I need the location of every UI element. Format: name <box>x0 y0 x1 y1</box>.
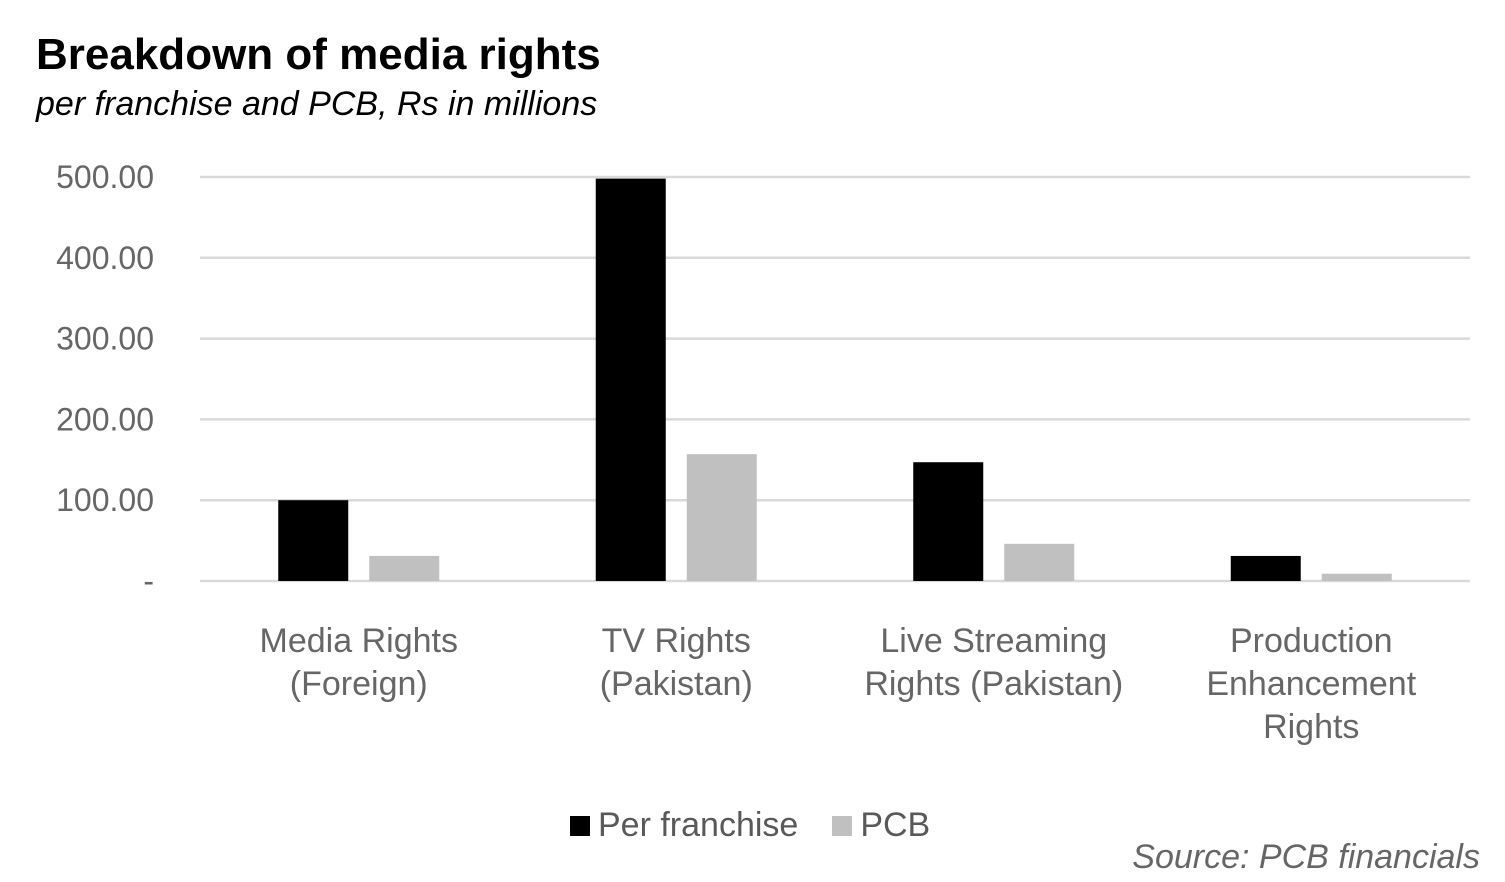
bar-pcb <box>686 454 757 581</box>
legend-swatch-per-franchise <box>570 815 590 836</box>
bar-per-franchise <box>278 500 349 581</box>
x-category-label-line: Media Rights <box>260 622 458 660</box>
bar-pcb <box>1321 573 1392 581</box>
grid-lines <box>200 175 1470 583</box>
source-note: Source: PCB financials <box>1132 838 1480 876</box>
chart-title: Breakdown of media rights <box>36 30 601 79</box>
y-tick-label: 400.00 <box>56 240 154 276</box>
bar-per-franchise <box>1230 555 1301 581</box>
legend-item-per-franchise: Per franchise <box>570 806 798 845</box>
axis-labels: - 100.00 200.00 300.00 400.00 500.00 Media Rig… <box>56 159 1417 746</box>
x-category-label: Media Rights (Foreign) <box>260 622 458 703</box>
x-category-label-line: Enhancement <box>1206 665 1416 703</box>
bar-per-franchise <box>913 462 984 581</box>
bar-pcb <box>369 555 440 581</box>
bar-chart: - 100.00 200.00 300.00 400.00 500.00 Media Rig… <box>56 159 1470 746</box>
y-tick-label: 100.00 <box>56 482 154 518</box>
bar-pcb <box>1004 543 1075 581</box>
x-category-label-line: Rights <box>1263 708 1359 746</box>
x-category-label: Production Enhancement Rights <box>1206 622 1416 746</box>
y-tick-label: 200.00 <box>56 401 154 437</box>
bars <box>278 178 1392 581</box>
x-category-label-line: Live Streaming <box>880 622 1107 660</box>
x-category-label-line: Rights (Pakistan) <box>864 665 1123 703</box>
y-tick-label: 500.00 <box>56 159 154 195</box>
legend-item-pcb: PCB <box>832 806 930 845</box>
x-category-label-line: (Foreign) <box>290 665 428 703</box>
bar-per-franchise <box>595 178 666 581</box>
legend-label-pcb: PCB <box>860 806 931 844</box>
y-tick-label: - <box>143 563 154 599</box>
y-tick-label: 300.00 <box>56 321 154 357</box>
chart-subtitle: per franchise and PCB, Rs in millions <box>36 85 598 123</box>
x-category-label-line: TV Rights <box>602 622 751 660</box>
x-category-label: TV Rights (Pakistan) <box>600 622 753 703</box>
x-category-label-line: (Pakistan) <box>600 665 753 703</box>
x-category-label: Live Streaming Rights (Pakistan) <box>864 622 1123 703</box>
legend-swatch-pcb <box>832 815 853 836</box>
x-category-label-line: Production <box>1230 622 1393 660</box>
legend: Per franchise PCB <box>570 806 964 845</box>
legend-label-per-franchise: Per franchise <box>598 806 799 844</box>
